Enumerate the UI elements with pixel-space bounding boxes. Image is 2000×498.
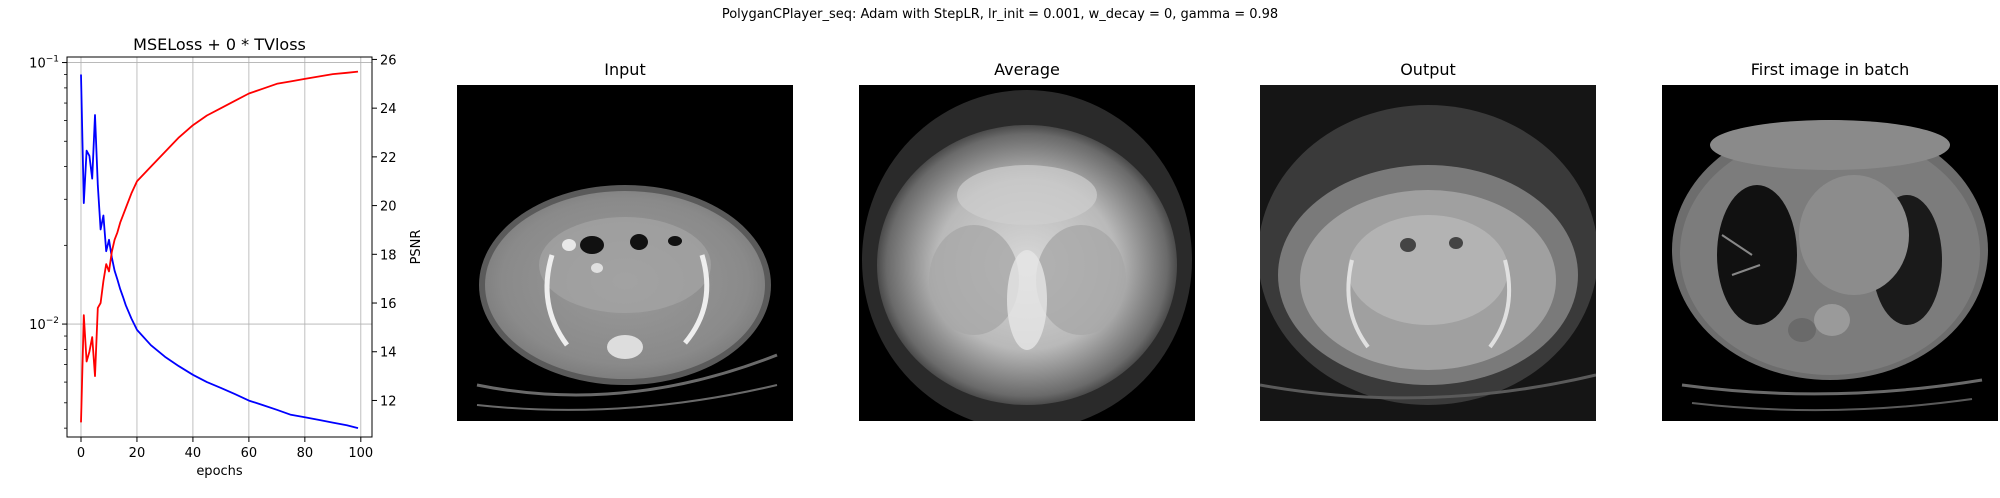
left-tick-label: 10−1 [29,55,59,72]
psnr-series-line [80,70,359,423]
panel-title-input: Input [604,60,646,79]
right-tick-label: 20 [380,200,397,215]
right-tick-label: 16 [380,297,397,312]
x-tick-label: 100 [348,446,373,461]
right-axis-label: PSNR [409,230,424,265]
panel-title-output: Output [1400,60,1456,79]
loss-series-line [80,74,359,429]
x-axis-label: epochs [196,464,243,479]
right-tick-label: 12 [380,394,397,409]
right-tick-label: 22 [380,151,397,166]
loss-psnr-chart: 0 20 40 60 80 100 10−2 10−1 12 14 16 18 20 22 24 26 epoc… [29,53,424,479]
x-tick-label: 40 [185,446,202,461]
right-tick-label: 24 [380,102,397,117]
plot-frame [66,56,373,438]
output-ct-image [1260,85,1596,421]
input-ct-image [457,85,793,421]
right-tick-label: 26 [380,53,397,68]
right-tick-label: 18 [380,248,397,263]
x-tick-label: 80 [297,446,314,461]
first-image-ct-image [1662,85,1998,421]
panel-title-first-image: First image in batch [1750,60,1910,79]
x-tick-label: 60 [241,446,258,461]
chart-title: MSELoss + 0 * TVloss [133,35,306,54]
left-tick-label: 10−2 [29,316,59,333]
right-tick-label: 14 [380,346,397,361]
x-tick-label: 0 [77,446,85,461]
x-tick-label: 20 [129,446,146,461]
panel-title-average: Average [994,60,1060,79]
average-ct-image [859,85,1195,421]
figure-suptitle: PolyganCPlayer_seq: Adam with StepLR, lr… [721,7,1279,22]
